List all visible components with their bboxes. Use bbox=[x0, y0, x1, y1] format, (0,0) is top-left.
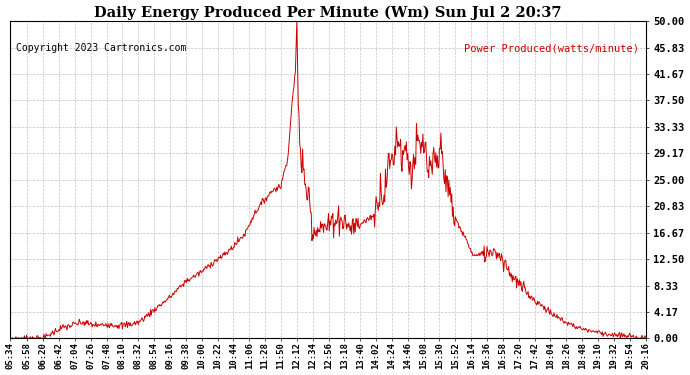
Text: Copyright 2023 Cartronics.com: Copyright 2023 Cartronics.com bbox=[17, 44, 187, 53]
Title: Daily Energy Produced Per Minute (Wm) Sun Jul 2 20:37: Daily Energy Produced Per Minute (Wm) Su… bbox=[94, 6, 562, 20]
Text: Power Produced(watts/minute): Power Produced(watts/minute) bbox=[464, 44, 639, 53]
